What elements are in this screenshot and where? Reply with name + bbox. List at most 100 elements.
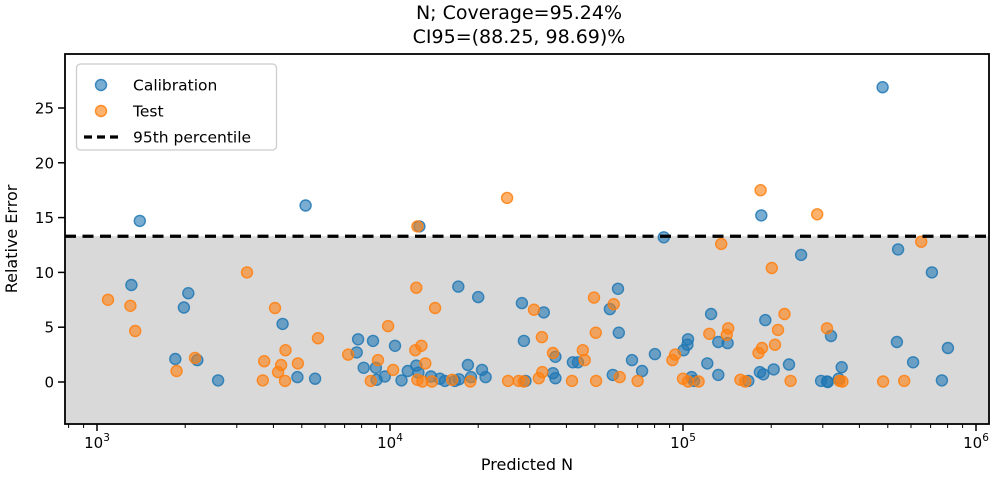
test-point xyxy=(278,374,292,388)
test-point xyxy=(411,220,424,233)
calibration-point xyxy=(648,347,662,361)
shaded-region-below-percentile xyxy=(66,236,988,423)
test-point xyxy=(666,353,679,367)
calibration-point xyxy=(612,326,625,339)
calibration-point xyxy=(291,370,304,384)
test-point xyxy=(258,355,271,368)
test-point xyxy=(464,375,477,388)
test-point xyxy=(527,303,541,316)
calibration-point xyxy=(211,374,225,387)
test-point xyxy=(768,338,782,351)
test-point xyxy=(613,370,626,384)
calibration-point xyxy=(890,335,904,349)
calibration-point xyxy=(701,357,714,370)
legend-label-test: Test xyxy=(132,103,164,121)
test-point xyxy=(565,374,579,388)
calibration-point xyxy=(821,375,834,389)
test-point xyxy=(536,365,549,379)
test-point xyxy=(364,374,377,388)
calibration-point xyxy=(611,282,625,295)
test-point xyxy=(811,208,824,221)
calibration-point xyxy=(479,370,492,384)
test-point xyxy=(311,332,325,345)
test-point xyxy=(410,281,423,294)
test-point xyxy=(517,375,530,388)
test-point xyxy=(371,353,385,367)
test-point xyxy=(386,363,400,377)
calibration-point xyxy=(299,199,312,212)
test-point xyxy=(101,293,115,306)
test-point xyxy=(170,364,183,378)
calibration-point xyxy=(515,296,529,310)
test-point xyxy=(765,261,778,275)
calibration-point xyxy=(366,334,380,348)
legend-label-calibration: Calibration xyxy=(133,77,217,95)
calibration-point xyxy=(133,214,147,228)
calibration-point xyxy=(767,363,780,376)
calibration-point xyxy=(549,372,562,385)
legend-marker-calibration xyxy=(94,78,108,92)
calibration-point xyxy=(876,80,889,94)
test-point xyxy=(381,319,395,333)
test-point xyxy=(898,374,911,388)
y-tick-label: 15 xyxy=(35,209,54,227)
calibration-point xyxy=(935,374,949,387)
calibration-point xyxy=(357,361,370,374)
test-point xyxy=(784,374,797,388)
test-point xyxy=(128,324,142,338)
test-point xyxy=(692,375,705,388)
test-point xyxy=(576,344,589,357)
test-point xyxy=(419,357,432,370)
test-point xyxy=(279,344,292,357)
calibration-point xyxy=(461,358,475,372)
y-tick-label: 5 xyxy=(44,319,54,337)
test-point xyxy=(715,237,728,251)
calibration-point xyxy=(757,368,770,381)
test-point xyxy=(124,299,137,312)
test-point xyxy=(836,375,849,388)
calibration-point xyxy=(517,334,531,348)
y-tick-label: 25 xyxy=(35,100,54,118)
calibration-point xyxy=(755,209,768,222)
calibration-point xyxy=(835,361,848,374)
legend-box xyxy=(75,63,278,151)
series-test xyxy=(101,183,928,388)
test-point xyxy=(915,235,928,248)
test-point xyxy=(425,375,439,388)
test-point xyxy=(589,326,602,339)
legend-label-95th-percentile: 95th percentile xyxy=(133,129,251,147)
test-point xyxy=(446,373,459,386)
y-tick-label: 10 xyxy=(35,264,54,282)
plot-border xyxy=(64,53,990,425)
test-point xyxy=(500,191,514,205)
chart-title-line2: CI95=(88.25, 98.69)% xyxy=(413,26,626,48)
test-point xyxy=(546,346,560,360)
calibration-point xyxy=(395,374,408,387)
test-point xyxy=(415,339,428,352)
legend: Calibration Test 95th percentile xyxy=(75,63,278,151)
calibration-point xyxy=(712,335,725,349)
calibration-point xyxy=(177,301,191,314)
test-point xyxy=(739,375,752,388)
calibration-point xyxy=(906,356,920,369)
test-point xyxy=(268,301,282,315)
test-point xyxy=(631,374,644,388)
y-axis-label: Relative Error xyxy=(2,184,21,293)
test-point xyxy=(256,374,269,387)
test-point xyxy=(535,330,549,344)
test-point xyxy=(501,374,515,388)
test-point xyxy=(876,375,890,388)
test-point xyxy=(428,301,442,315)
calibration-point xyxy=(941,341,955,355)
test-point xyxy=(754,183,767,197)
calibration-point xyxy=(625,353,639,367)
test-point xyxy=(703,327,716,340)
test-point xyxy=(681,375,695,388)
calibration-point xyxy=(378,370,391,383)
test-point xyxy=(720,328,733,342)
test-point xyxy=(291,357,305,370)
test-point xyxy=(778,307,791,321)
calibration-point xyxy=(388,339,402,352)
test-point xyxy=(589,374,603,388)
